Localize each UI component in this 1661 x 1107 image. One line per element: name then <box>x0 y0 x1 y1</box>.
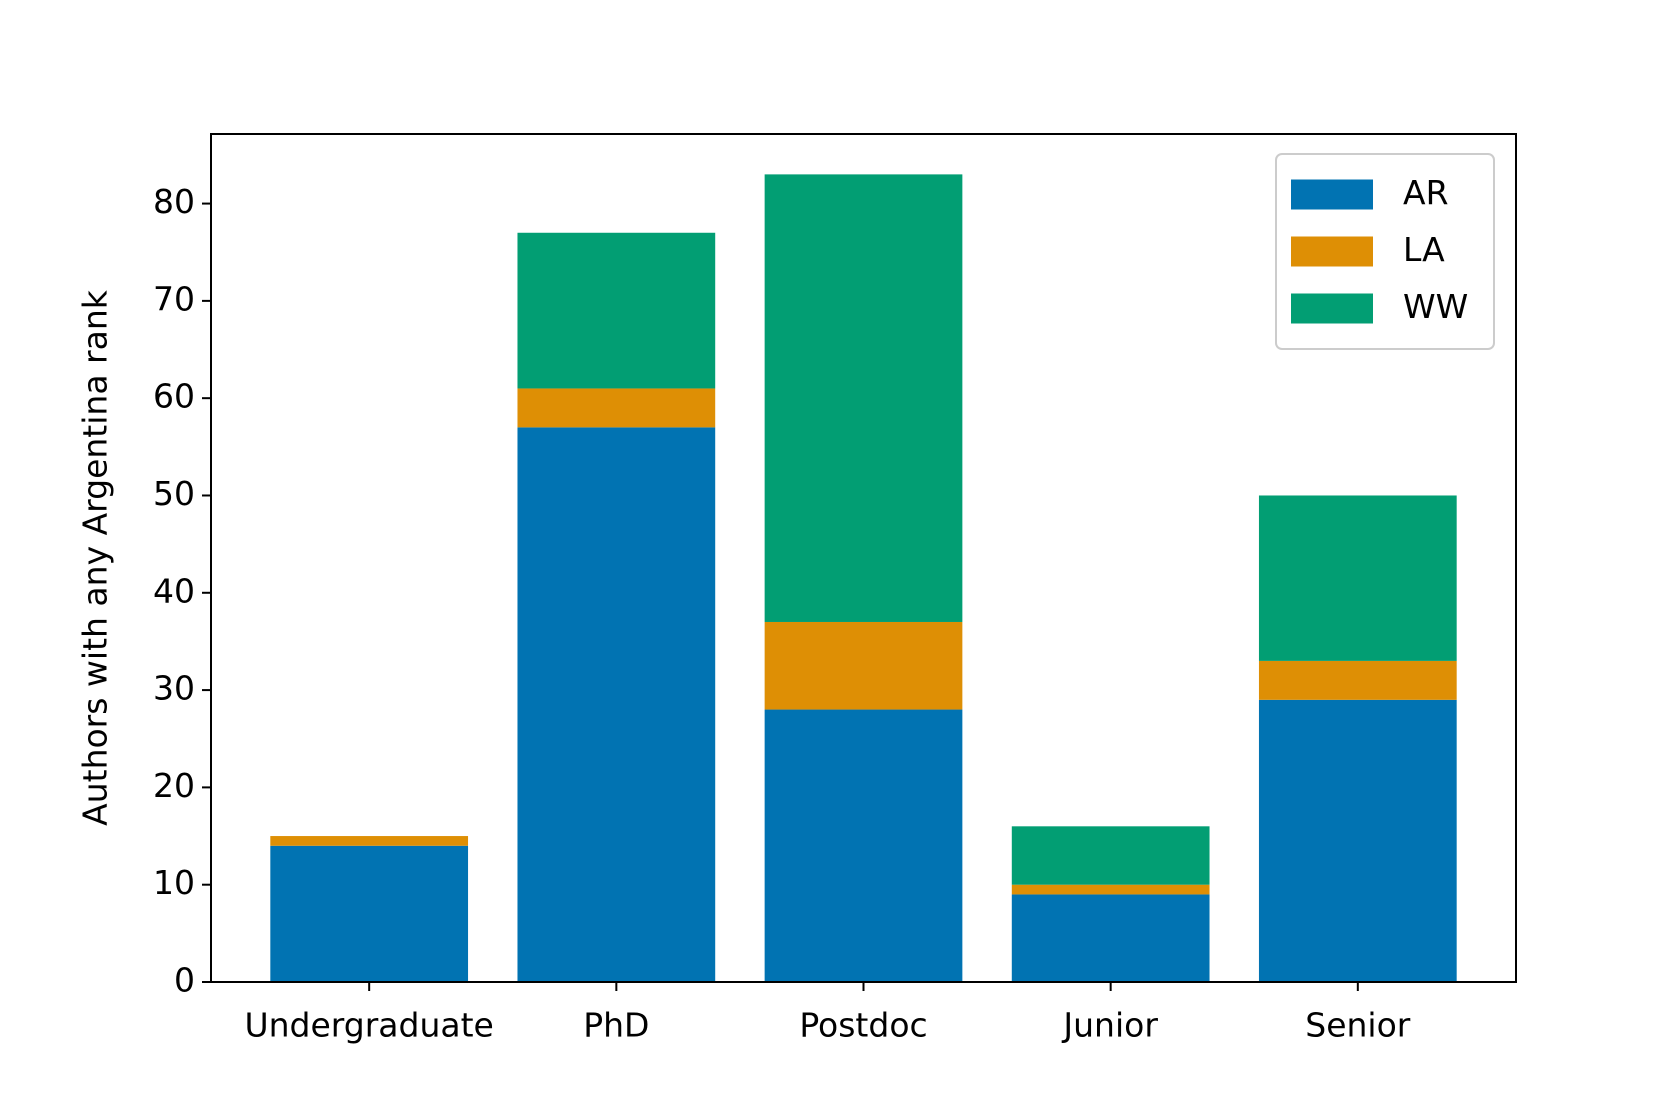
legend: AR LA WW <box>1275 153 1495 350</box>
bar-segment <box>1258 660 1457 700</box>
bar-segment <box>1011 884 1210 895</box>
legend-swatch <box>1291 293 1373 324</box>
bar-segment <box>517 427 716 982</box>
x-tick-label: Senior <box>1305 1006 1411 1045</box>
bar-segment <box>1258 699 1457 982</box>
y-tick-label: 50 <box>153 474 195 513</box>
legend-label: LA <box>1403 230 1445 269</box>
y-tick-label: 0 <box>174 961 195 1000</box>
x-tick-label: PhD <box>583 1006 649 1045</box>
legend-swatch <box>1291 236 1373 267</box>
bar-segment <box>1011 826 1210 885</box>
y-axis-label: Authors with any Argentina rank <box>76 289 115 826</box>
bar-segment <box>517 232 716 389</box>
bar-segment <box>270 845 469 982</box>
legend-swatch <box>1291 179 1373 210</box>
bar-segment <box>1258 495 1457 661</box>
legend-label: AR <box>1403 173 1449 212</box>
bar-segment <box>270 836 469 846</box>
bar-segment <box>517 388 716 428</box>
x-tick-label: Junior <box>1061 1006 1158 1045</box>
bar-segment <box>764 621 963 710</box>
x-tick-label: Undergraduate <box>244 1006 493 1045</box>
y-tick-label: 20 <box>153 766 195 805</box>
x-tick-label: Postdoc <box>799 1006 927 1045</box>
bar-segment <box>764 174 963 622</box>
bar-segment <box>764 709 963 982</box>
y-tick-label: 80 <box>153 182 195 221</box>
y-tick-label: 30 <box>153 669 195 708</box>
y-tick-label: 70 <box>153 279 195 318</box>
y-tick-label: 40 <box>153 571 195 610</box>
bar-segment <box>1011 894 1210 982</box>
y-tick-label: 60 <box>153 377 195 416</box>
legend-label: WW <box>1403 287 1468 326</box>
y-tick-label: 10 <box>153 863 195 902</box>
